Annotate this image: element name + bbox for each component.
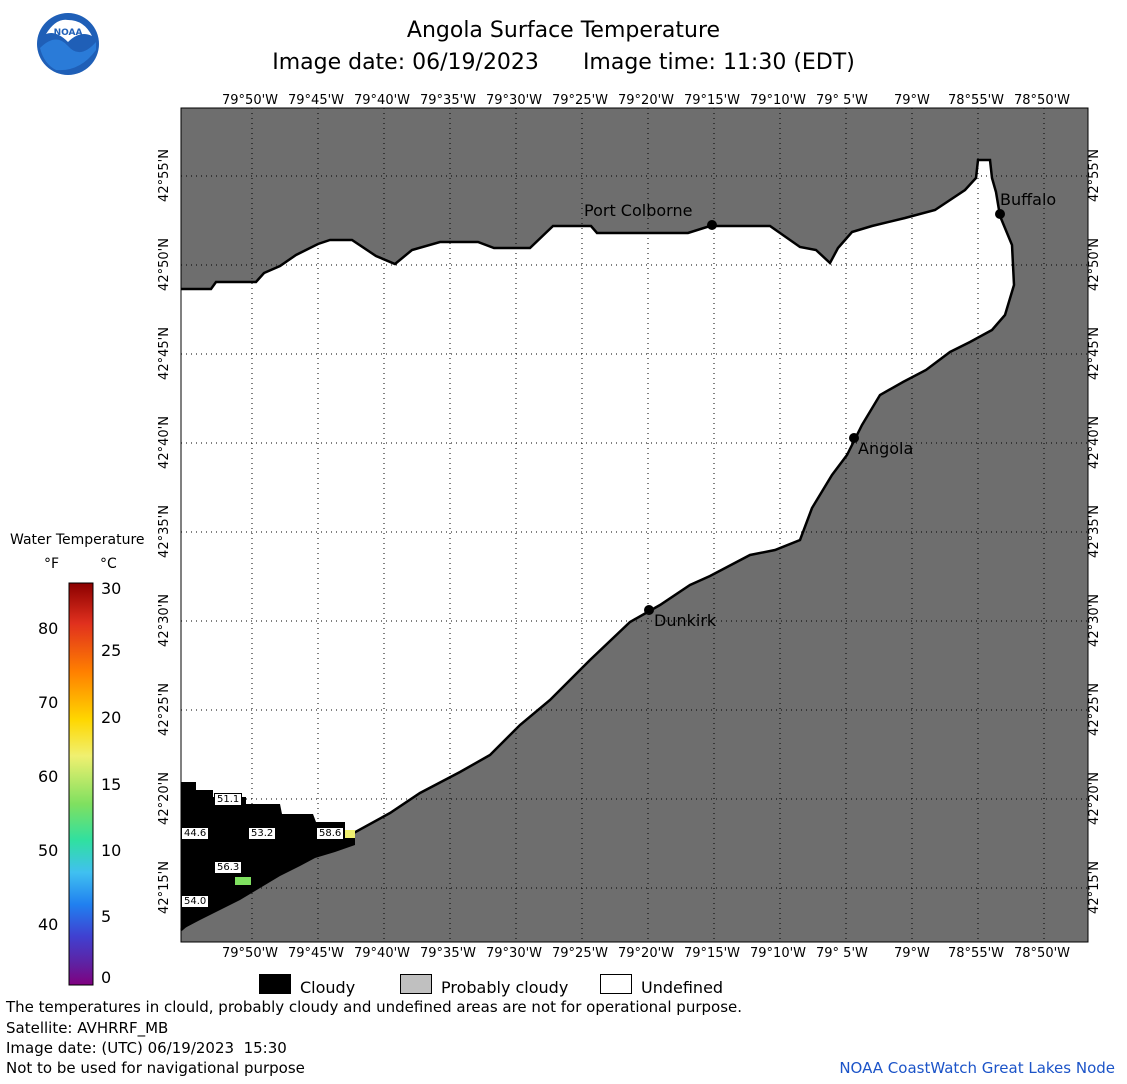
lat-label: 42°30'N: [156, 594, 172, 647]
c-tick: 0: [101, 968, 112, 987]
lon-label: 79°15'W: [684, 93, 741, 108]
temp-reading: 51.1: [214, 793, 243, 806]
lon-label: 79°W: [894, 946, 930, 961]
c-tick: 25: [101, 641, 122, 660]
lat-label: 42°25'N: [1086, 683, 1102, 736]
lon-label: 79°30'W: [486, 93, 543, 108]
f-tick: 70: [38, 693, 59, 712]
legend-undefined-label: Undefined: [641, 978, 724, 997]
lat-label: 42°30'N: [1086, 594, 1102, 647]
lon-label: 79°25'W: [552, 93, 609, 108]
lon-label: 79°W: [894, 93, 930, 108]
utc-date-text: Image date: (UTC) 06/19/2023 15:30: [6, 1039, 287, 1057]
lon-label: 79°40'W: [354, 93, 411, 108]
port-colborne-marker: [707, 220, 717, 230]
place-label-port-colborne: Port Colborne: [584, 201, 693, 220]
angola-marker: [849, 433, 859, 443]
lat-label: 42°45'N: [1086, 327, 1102, 380]
f-tick: 80: [38, 619, 59, 638]
credit-text: NOAA CoastWatch Great Lakes Node: [839, 1059, 1115, 1077]
warm-pixel: [345, 830, 355, 838]
lon-label: 79° 5'W: [816, 93, 868, 108]
coastline: [180, 158, 1016, 931]
lat-label: 42°45'N: [156, 327, 172, 380]
lon-label: 79°45'W: [288, 946, 345, 961]
lon-label: 79° 5'W: [816, 946, 868, 961]
color-scale-unit-c: °C: [100, 556, 117, 572]
place-label-dunkirk: Dunkirk: [654, 611, 717, 630]
c-tick: 20: [101, 708, 122, 727]
lat-label: 42°40'N: [1086, 416, 1102, 469]
lon-label: 79°15'W: [684, 946, 741, 961]
lon-label: 79°40'W: [354, 946, 411, 961]
color-scale-title: Water Temperature: [10, 532, 145, 548]
lat-label: 42°35'N: [156, 505, 172, 558]
temp-reading: 44.6: [181, 827, 210, 840]
dunkirk-marker: [644, 605, 654, 615]
page-title: Angola Surface Temperature: [406, 18, 721, 43]
place-label-buffalo: Buffalo: [1000, 190, 1057, 209]
lon-label: 78°50'W: [1014, 93, 1071, 108]
lat-label: 42°15'N: [1086, 861, 1102, 914]
legend-cloudy-swatch: [259, 974, 291, 994]
lon-label: 79°35'W: [420, 93, 477, 108]
temp-reading: 53.2: [248, 827, 277, 840]
lon-label: 79°10'W: [750, 93, 807, 108]
temp-reading: 54.0: [181, 895, 210, 908]
c-tick: 15: [101, 775, 122, 794]
map-grid: [181, 108, 1088, 942]
place-label-angola: Angola: [858, 439, 914, 458]
legend-undefined-swatch: [600, 974, 632, 994]
buffalo-marker: [995, 209, 1005, 219]
lon-label: 78°55'W: [948, 946, 1005, 961]
lat-label: 42°25'N: [156, 683, 172, 736]
map-frame: [180, 107, 1089, 943]
green-pixel: [235, 877, 251, 885]
lat-label: 42°35'N: [1086, 505, 1102, 558]
lon-label: 78°55'W: [948, 93, 1005, 108]
lake-water-area: [181, 160, 1014, 930]
lat-label: 42°20'N: [1086, 772, 1102, 825]
image-date-time: Image date: 06/19/2023 Image time: 11:30 …: [0, 50, 1127, 75]
lat-label: 42°15'N: [156, 861, 172, 914]
lat-label: 42°55'N: [156, 149, 172, 202]
lon-label: 79°35'W: [420, 946, 477, 961]
satellite-text: Satellite: AVHRRF_MB: [6, 1019, 169, 1037]
lon-label: 79°20'W: [618, 946, 675, 961]
lon-label: 79°45'W: [288, 93, 345, 108]
lat-label: 42°50'N: [156, 238, 172, 291]
c-tick: 5: [101, 907, 112, 926]
lon-label: 79°50'W: [222, 946, 279, 961]
svg-text:NOAA: NOAA: [54, 28, 83, 38]
lon-label: 79°50'W: [222, 93, 279, 108]
color-scale-bar: [68, 582, 94, 986]
lon-label: 79°10'W: [750, 946, 807, 961]
c-tick: 10: [101, 841, 122, 860]
lon-label: 79°25'W: [552, 946, 609, 961]
disclaimer-text: The temperatures in clould, probably clo…: [6, 998, 743, 1016]
lat-label: 42°55'N: [1086, 149, 1102, 202]
cloudy-area: [181, 782, 355, 930]
legend-probably-cloudy-label: Probably cloudy: [441, 978, 569, 997]
lon-label: 78°50'W: [1014, 946, 1071, 961]
navigation-warning: Not to be used for navigational purpose: [6, 1059, 305, 1077]
lat-label: 42°50'N: [1086, 238, 1102, 291]
f-tick: 50: [38, 841, 59, 860]
c-tick: 30: [101, 579, 122, 598]
lon-label: 79°30'W: [486, 946, 543, 961]
image-date: Image date: 06/19/2023: [272, 50, 539, 75]
legend-cloudy-label: Cloudy: [300, 978, 356, 997]
noaa-logo: NOAA: [37, 13, 99, 75]
image-time: Image time: 11:30 (EDT): [582, 50, 855, 75]
lon-label: 79°20'W: [618, 93, 675, 108]
lat-label: 42°40'N: [156, 416, 172, 469]
f-tick: 40: [38, 915, 59, 934]
color-scale-unit-f: °F: [44, 556, 60, 572]
f-tick: 60: [38, 767, 59, 786]
temp-reading: 58.6: [316, 827, 345, 840]
lat-label: 42°20'N: [156, 772, 172, 825]
temp-reading: 56.3: [214, 861, 243, 874]
legend-probably-cloudy-swatch: [400, 974, 432, 994]
